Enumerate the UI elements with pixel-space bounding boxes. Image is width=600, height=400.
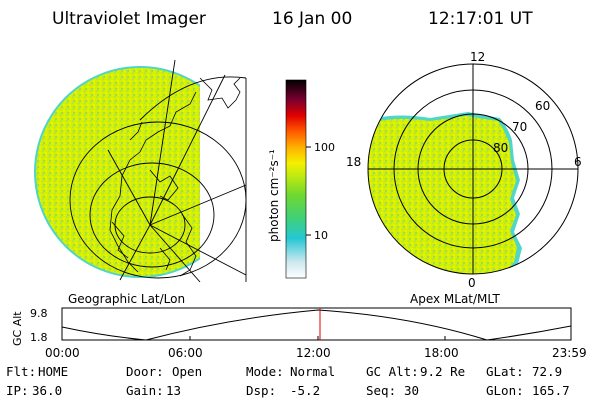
seq-label: Seq: — [366, 383, 397, 398]
image-time: 12:17:01 UT — [428, 9, 533, 29]
door-label: Door: — [126, 364, 164, 379]
glat-value: 72.9 — [532, 364, 563, 379]
flight-value: HOME — [38, 364, 69, 379]
orbit-ytick-min: 1.8 — [30, 331, 48, 344]
colorbar-unit-label: photon cm⁻²s⁻¹ — [267, 149, 281, 242]
glat-label: GLat: — [486, 364, 524, 379]
emission-disk — [36, 68, 244, 276]
auroral-emission — [368, 116, 517, 274]
orbit-ylabel: GC Alt — [11, 311, 24, 346]
glon-label: GLon: — [486, 383, 524, 398]
mode-value: Normal — [290, 364, 336, 379]
colorbar-tick-10: 10 — [314, 229, 328, 242]
intensity-colorbar: 100 10 photon cm⁻²s⁻¹ — [267, 79, 335, 279]
dsp-value: -5.2 — [290, 383, 321, 398]
mlat-label-70: 70 — [512, 120, 527, 134]
mlt-label-6: 6 — [574, 155, 582, 169]
orbit-ytick-max: 9.8 — [30, 307, 48, 320]
colorbar-tick-100: 100 — [314, 141, 335, 154]
mlat-label-80: 80 — [493, 141, 508, 155]
mlat-label-60: 60 — [535, 99, 550, 113]
gc-alt-value: 9.2 Re — [420, 364, 466, 379]
altitude-curve — [61, 309, 572, 341]
polar-image-panel: 12 18 6 0 80 70 60 — [346, 50, 582, 290]
seq-value: 30 — [404, 383, 420, 398]
ip-value: 36.0 — [32, 383, 63, 398]
gain-value: 13 — [166, 383, 182, 398]
orbit-xtick-1200: 12:00 — [296, 346, 331, 360]
orbit-xtick-2359: 23:59 — [552, 346, 587, 360]
gain-label: Gain: — [126, 383, 164, 398]
image-date: 16 Jan 00 — [272, 9, 352, 29]
orbit-xtick-0600: 06:00 — [168, 346, 203, 360]
gc-alt-label: GC Alt: — [366, 364, 419, 379]
left-image-caption: Geographic Lat/Lon — [68, 292, 185, 306]
right-image-caption: Apex MLat/MLT — [410, 292, 500, 306]
mode-label: Mode: — [246, 364, 284, 379]
flight-label: Flt: — [6, 364, 37, 379]
mlt-label-18: 18 — [346, 155, 361, 169]
ip-label: IP: — [6, 383, 29, 398]
orbit-altitude-plot: GC Alt 9.8 1.8 00:00 06:00 12:00 18:00 2… — [11, 307, 587, 360]
mlt-label-12: 12 — [470, 50, 485, 64]
mlt-label-0: 0 — [468, 276, 476, 290]
polar-grid — [367, 63, 579, 275]
app-title: Ultraviolet Imager — [52, 9, 206, 29]
orbit-xtick-0000: 00:00 — [45, 346, 80, 360]
door-value: Open — [172, 364, 203, 379]
glon-value: 165.7 — [532, 383, 570, 398]
geographic-image-panel — [34, 59, 260, 283]
orbit-xtick-1800: 18:00 — [424, 346, 459, 360]
dsp-label: Dsp: — [246, 383, 277, 398]
coastlines — [109, 77, 241, 277]
